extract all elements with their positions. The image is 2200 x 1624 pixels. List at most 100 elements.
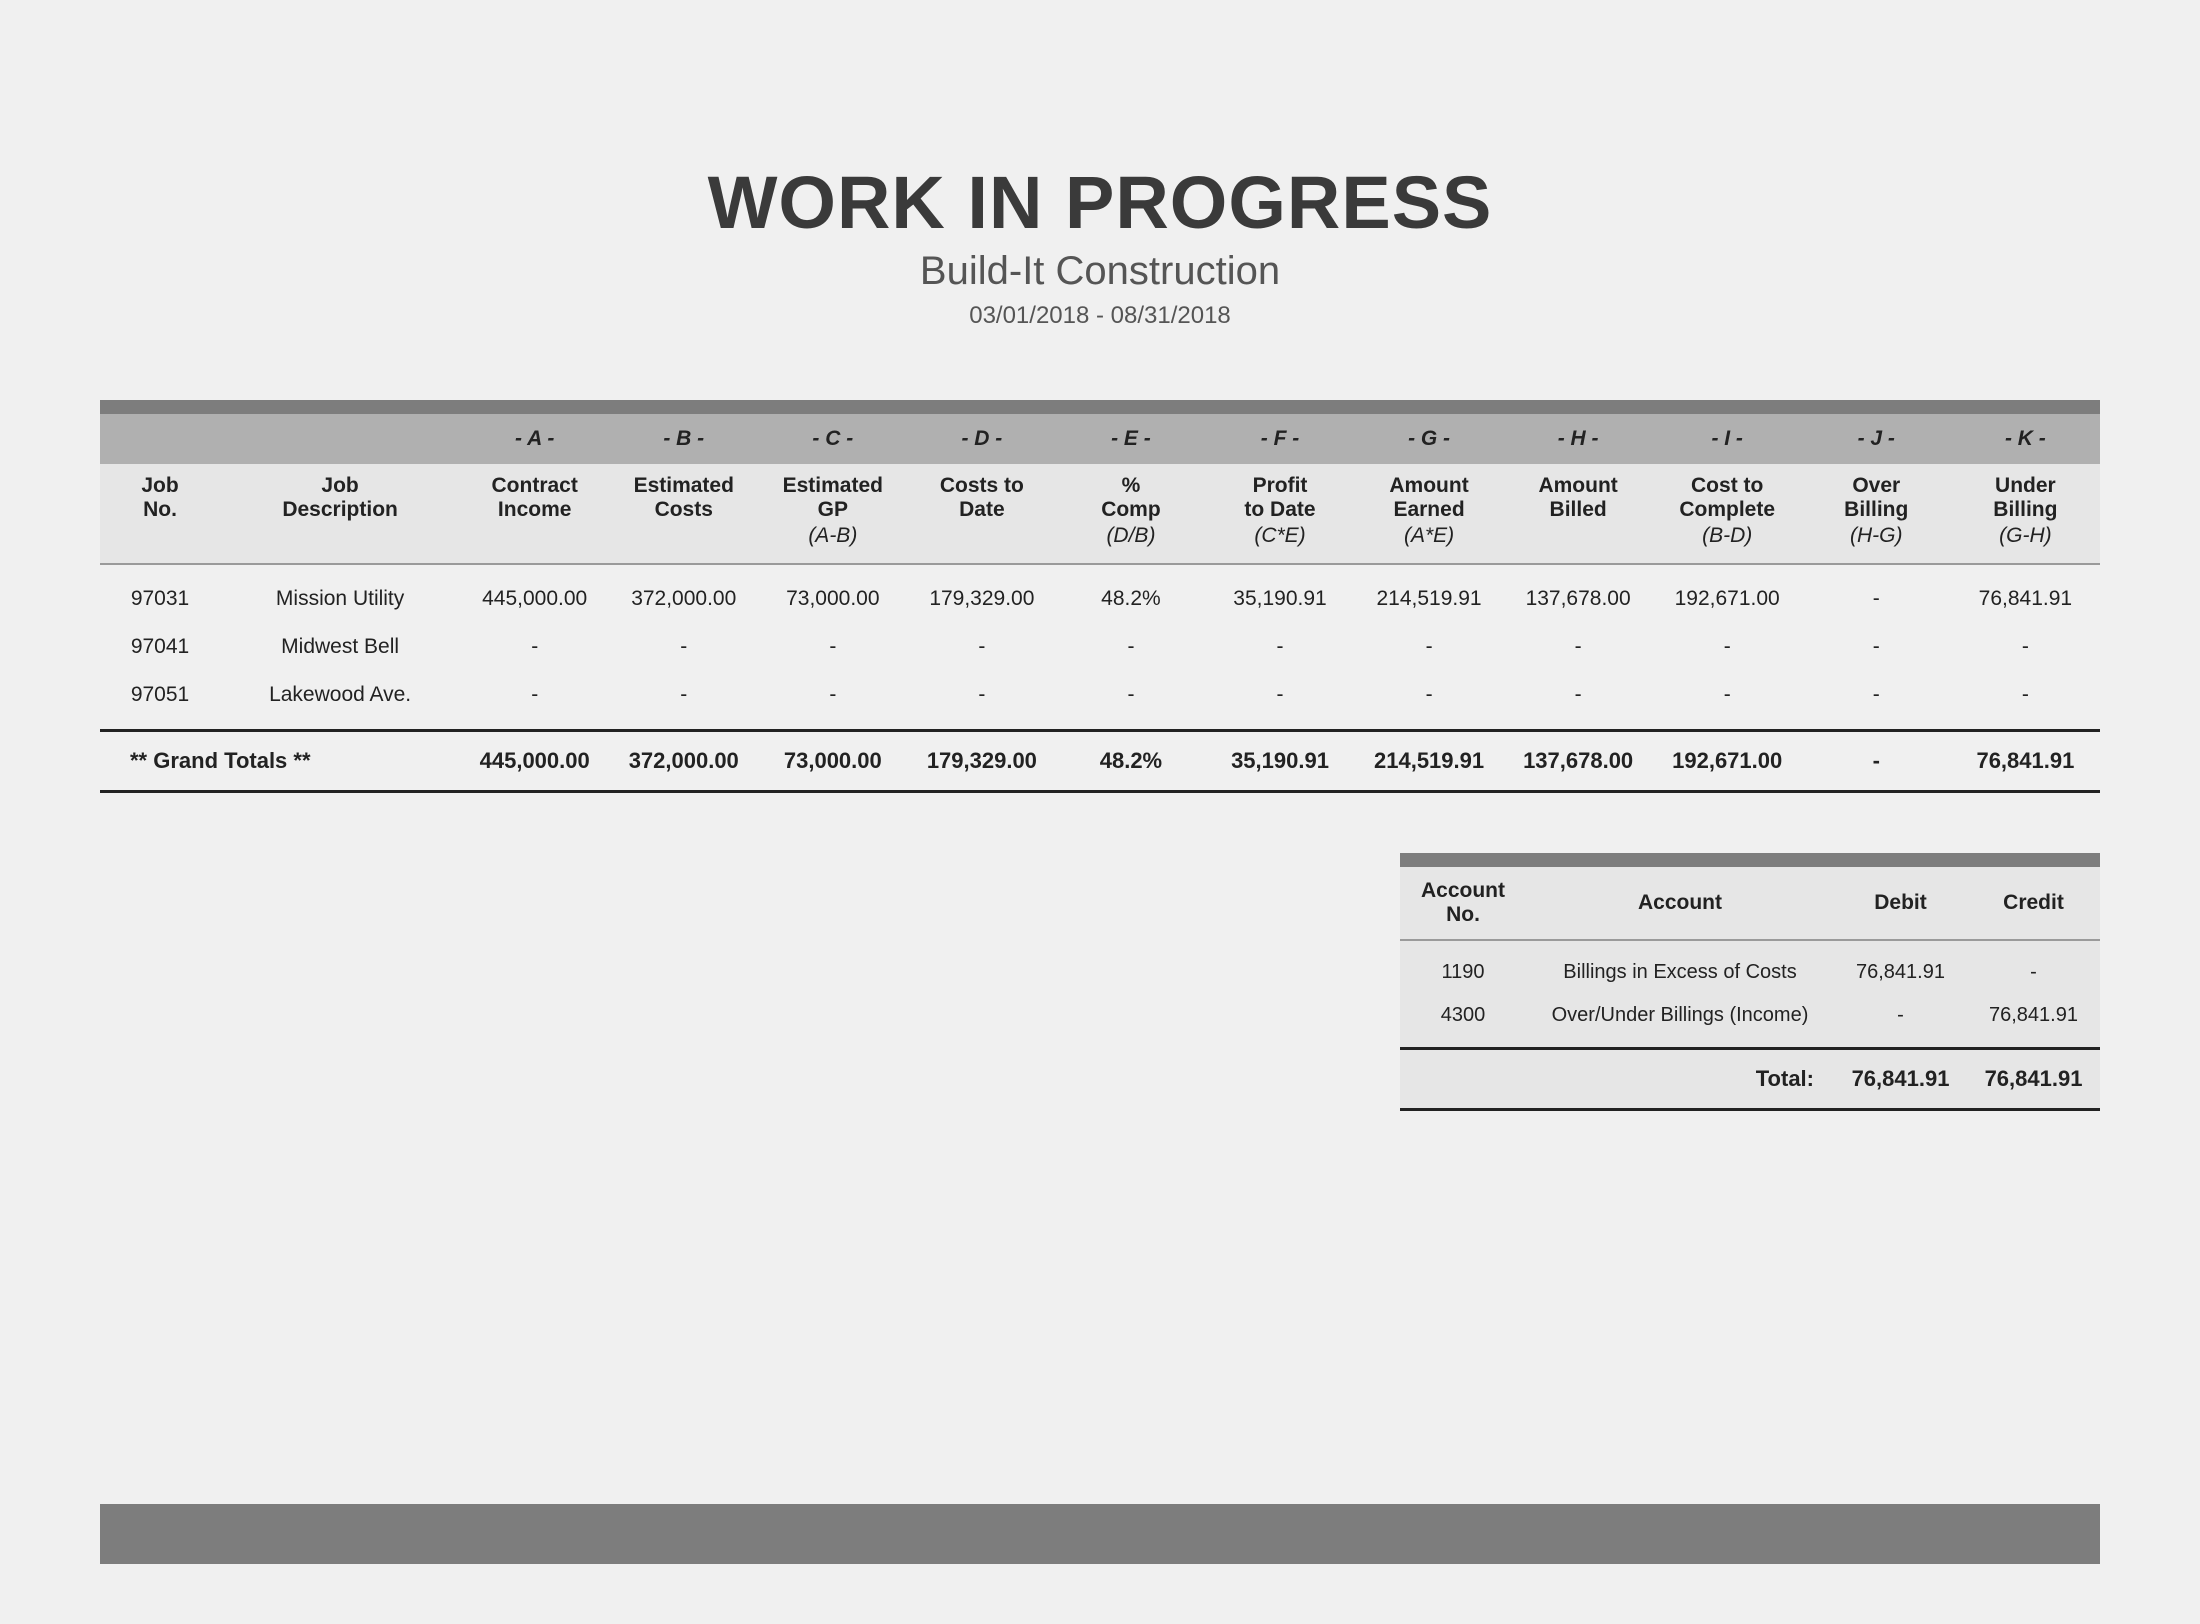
cell: - (1205, 623, 1354, 671)
total-cell: 214,519.91 (1355, 731, 1504, 792)
cell: - (1056, 671, 1205, 731)
col-header: Costs toDate (907, 464, 1056, 564)
report-header: WORK IN PROGRESS Build-It Construction 0… (60, 160, 2140, 330)
cell: - (1951, 623, 2100, 671)
cell: - (1653, 671, 1802, 731)
grand-total-label: ** Grand Totals ** (100, 731, 460, 792)
cell: - (1951, 671, 2100, 731)
cell: Mission Utility (220, 564, 460, 623)
acct-cell: 1190 (1400, 940, 1526, 994)
cell: 214,519.91 (1355, 564, 1504, 623)
account-table-container: AccountNo. Account Debit Credit 1190 Bil… (1400, 853, 2100, 1111)
total-cell: 179,329.00 (907, 731, 1056, 792)
acct-col-header: Debit (1834, 867, 1967, 940)
col-letter: - F - (1205, 414, 1354, 464)
acct-cell: 76,841.91 (1834, 940, 1967, 994)
acct-col-header: Account (1526, 867, 1834, 940)
col-letter: - B - (609, 414, 758, 464)
col-header: OverBilling(H-G) (1802, 464, 1951, 564)
col-letter (100, 414, 220, 464)
total-cell: 192,671.00 (1653, 731, 1802, 792)
col-letter: - D - (907, 414, 1056, 464)
col-letter: - I - (1653, 414, 1802, 464)
cell: 97031 (100, 564, 220, 623)
cell: 445,000.00 (460, 564, 609, 623)
acct-cell: 4300 (1400, 994, 1526, 1049)
cell: 35,190.91 (1205, 564, 1354, 623)
cell: - (1802, 623, 1951, 671)
acct-total-cell: 76,841.91 (1834, 1049, 1967, 1110)
acct-total-row: Total: 76,841.91 76,841.91 (1400, 1049, 2100, 1110)
cell: - (1504, 623, 1653, 671)
column-header-row: JobNo. JobDescription ContractIncome Est… (100, 464, 2100, 564)
acct-col-header: Credit (1967, 867, 2100, 940)
col-header: Cost toComplete(B-D) (1653, 464, 1802, 564)
total-cell: 76,841.91 (1951, 731, 2100, 792)
acct-cell: 76,841.91 (1967, 994, 2100, 1049)
acct-top-bar (1400, 853, 2100, 867)
cell: 97041 (100, 623, 220, 671)
acct-col-header: AccountNo. (1400, 867, 1526, 940)
col-header: EstimatedCosts (609, 464, 758, 564)
cell: 137,678.00 (1504, 564, 1653, 623)
cell: - (1802, 564, 1951, 623)
cell: - (1056, 623, 1205, 671)
acct-cell: Over/Under Billings (Income) (1526, 994, 1834, 1049)
total-cell: 137,678.00 (1504, 731, 1653, 792)
cell: - (1205, 671, 1354, 731)
acct-header-row: AccountNo. Account Debit Credit (1400, 867, 2100, 940)
total-cell: - (1802, 731, 1951, 792)
total-cell: 73,000.00 (758, 731, 907, 792)
cell: 97051 (100, 671, 220, 731)
col-header: %Comp(D/B) (1056, 464, 1205, 564)
col-letter (220, 414, 460, 464)
col-letter: - C - (758, 414, 907, 464)
col-header: EstimatedGP(A-B) (758, 464, 907, 564)
total-cell: 445,000.00 (460, 731, 609, 792)
cell: - (460, 671, 609, 731)
col-letter: - J - (1802, 414, 1951, 464)
cell: 76,841.91 (1951, 564, 2100, 623)
cell: - (758, 623, 907, 671)
acct-total-label: Total: (1526, 1049, 1834, 1110)
acct-row: 1190 Billings in Excess of Costs 76,841.… (1400, 940, 2100, 994)
acct-cell: Billings in Excess of Costs (1526, 940, 1834, 994)
cell: 179,329.00 (907, 564, 1056, 623)
column-letter-row: - A - - B - - C - - D - - E - - F - - G … (100, 414, 2100, 464)
cell: - (907, 623, 1056, 671)
cell: - (609, 671, 758, 731)
date-range: 03/01/2018 - 08/31/2018 (60, 302, 2140, 330)
col-header: UnderBilling(G-H) (1951, 464, 2100, 564)
col-header: ContractIncome (460, 464, 609, 564)
cell: 48.2% (1056, 564, 1205, 623)
col-letter: - G - (1355, 414, 1504, 464)
wip-table: - A - - B - - C - - D - - E - - F - - G … (100, 400, 2100, 793)
acct-total-cell: 76,841.91 (1967, 1049, 2100, 1110)
acct-cell: - (1967, 940, 2100, 994)
acct-row: 4300 Over/Under Billings (Income) - 76,8… (1400, 994, 2100, 1049)
report-page: WORK IN PROGRESS Build-It Construction 0… (60, 160, 2140, 1624)
col-letter: - E - (1056, 414, 1205, 464)
total-cell: 35,190.91 (1205, 731, 1354, 792)
cell: - (1504, 671, 1653, 731)
footer-bar (100, 1504, 2100, 1564)
company-name: Build-It Construction (60, 249, 2140, 294)
table-row: 97051 Lakewood Ave. - - - - - - - - - - … (100, 671, 2100, 731)
cell: - (907, 671, 1056, 731)
cell: 73,000.00 (758, 564, 907, 623)
total-cell: 372,000.00 (609, 731, 758, 792)
total-cell: 48.2% (1056, 731, 1205, 792)
col-header: AmountBilled (1504, 464, 1653, 564)
account-table: AccountNo. Account Debit Credit 1190 Bil… (1400, 853, 2100, 1111)
cell: Lakewood Ave. (220, 671, 460, 731)
report-title: WORK IN PROGRESS (60, 160, 2140, 245)
cell: - (1355, 623, 1504, 671)
col-letter: - K - (1951, 414, 2100, 464)
col-header: Profitto Date(C*E) (1205, 464, 1354, 564)
table-row: 97031 Mission Utility 445,000.00 372,000… (100, 564, 2100, 623)
col-letter: - H - (1504, 414, 1653, 464)
cell: - (1355, 671, 1504, 731)
cell: 192,671.00 (1653, 564, 1802, 623)
col-header: JobDescription (220, 464, 460, 564)
acct-cell: - (1834, 994, 1967, 1049)
